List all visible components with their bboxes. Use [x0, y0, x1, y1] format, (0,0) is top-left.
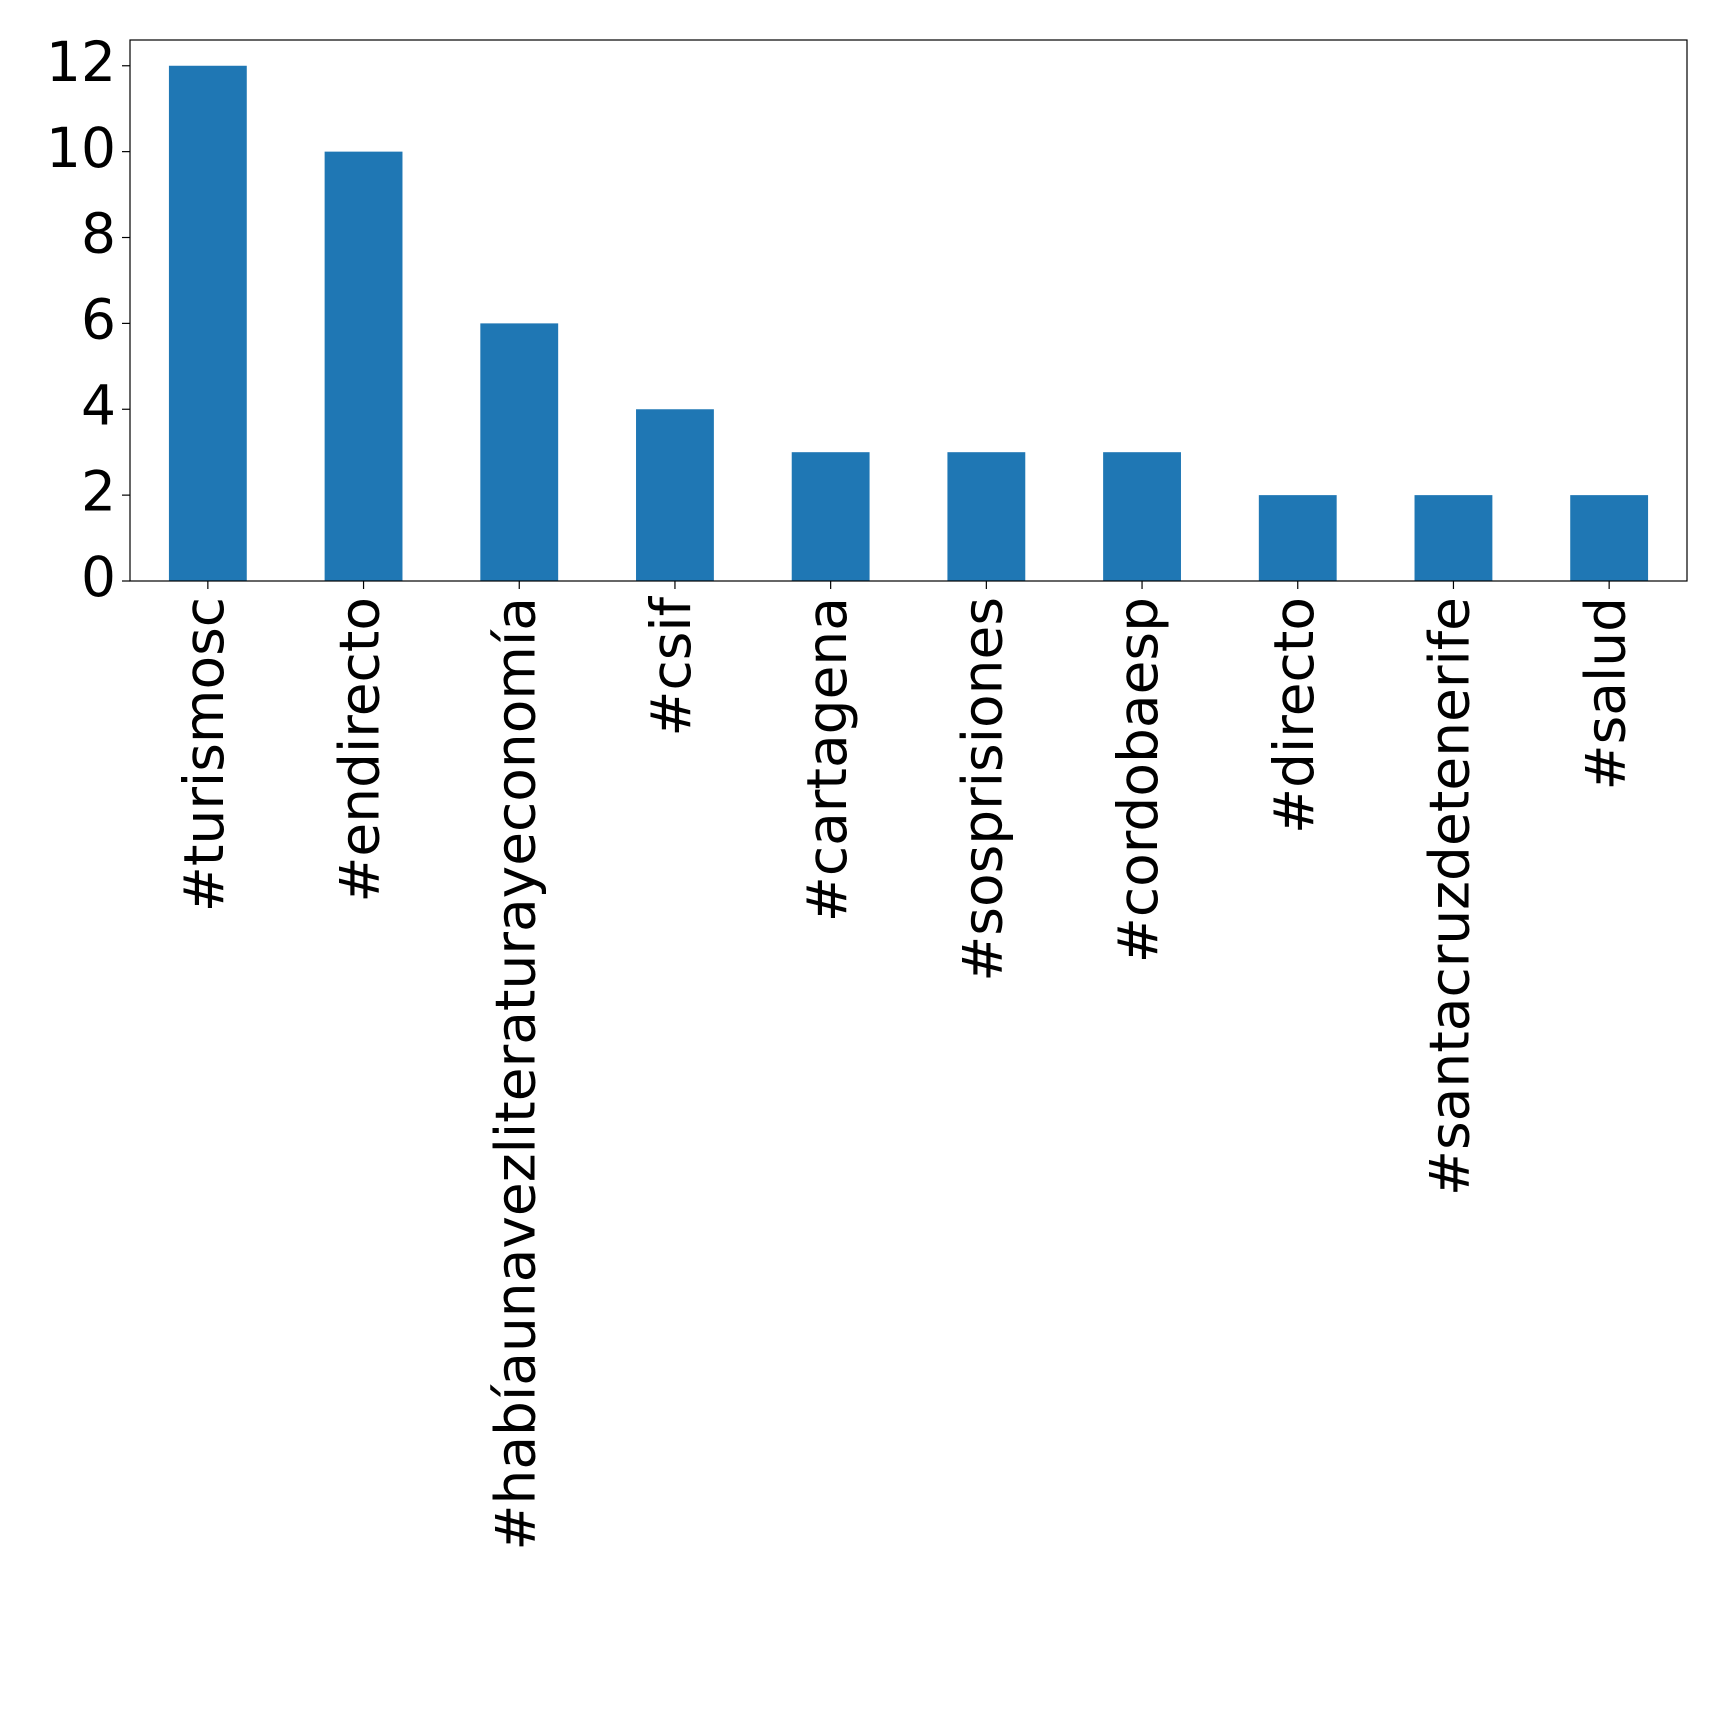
y-tick-label: 8: [81, 202, 116, 266]
x-tick-label: #turismosc: [172, 597, 236, 912]
y-tick-label: 4: [81, 373, 116, 437]
bar: [1414, 495, 1493, 581]
y-tick-label: 10: [46, 116, 116, 180]
plot-frame: [129, 39, 1688, 582]
y-tick-label: 2: [81, 459, 116, 523]
bar: [1570, 495, 1649, 581]
x-tick-label: #santacruzdetenerife: [1418, 597, 1482, 1196]
x-tick-label: #salud: [1573, 597, 1637, 791]
bar: [1103, 452, 1181, 581]
bar: [947, 452, 1026, 581]
x-tick-label: #sosprisiones: [950, 597, 1014, 982]
bar: [636, 409, 714, 581]
x-tick-label: #cartagena: [795, 597, 859, 922]
x-tick-label: #directo: [1262, 597, 1326, 834]
y-tick-label: 12: [46, 30, 116, 94]
bar: [791, 452, 870, 581]
bar: [168, 65, 247, 581]
y-tick-label: 6: [81, 288, 116, 352]
y-tick-label: 0: [81, 545, 116, 609]
bar: [324, 151, 403, 581]
x-tick-label: #habíaunavezliteraturayeconomía: [483, 597, 547, 1551]
bar: [1258, 495, 1337, 581]
bar: [480, 323, 559, 581]
x-tick-label: #csif: [639, 595, 703, 736]
x-tick-label: #cordobaesp: [1106, 597, 1170, 963]
x-tick-label: #endirecto: [328, 597, 392, 903]
